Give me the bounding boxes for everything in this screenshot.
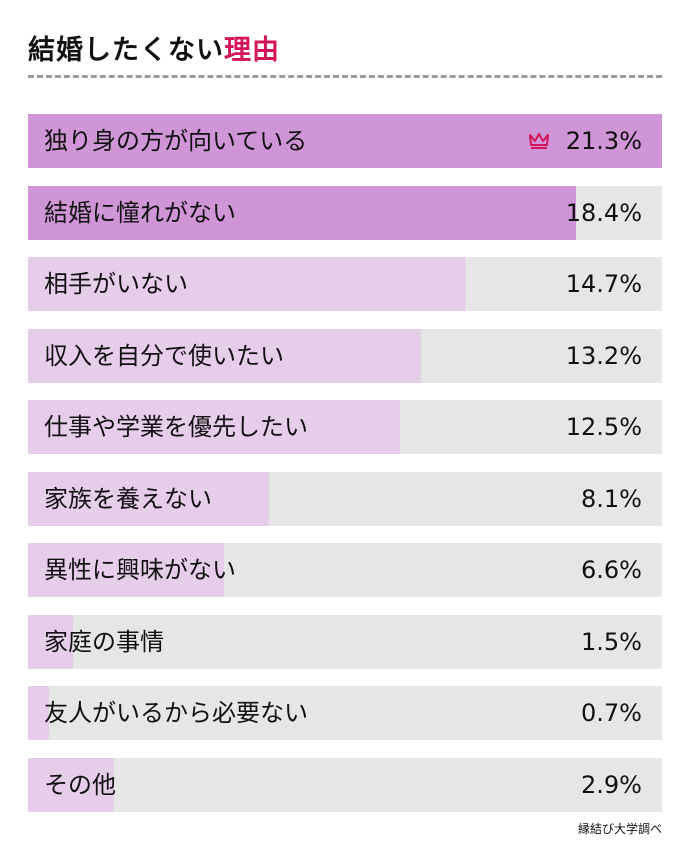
bar <box>28 186 576 240</box>
bar-row: 友人がいるから必要ない 0.7% <box>28 686 662 740</box>
bar-label: 家族を養えない <box>44 485 212 513</box>
bar-track <box>28 686 662 740</box>
bar-value: 14.7% <box>565 270 642 298</box>
bar <box>28 758 114 812</box>
crown-icon <box>529 133 549 149</box>
title-main: 結婚したくない <box>28 35 224 66</box>
bar-chart: 独り身の方が向いている 21.3% 結婚に憧れがない 18.4% 相手がいない 14.7%… <box>28 114 662 814</box>
bar-label: 家庭の事情 <box>44 628 164 656</box>
bar <box>28 114 662 168</box>
bar <box>28 543 224 597</box>
bar-value: 0.7% <box>581 699 642 727</box>
bar-label: 相手がいない <box>44 270 188 298</box>
source-note: 縁結び大学調べ <box>577 822 662 836</box>
bar <box>28 615 73 669</box>
bar-value: 1.5% <box>581 628 642 656</box>
bar-track <box>28 615 662 669</box>
chart-title: 結婚したくない理由 <box>28 28 280 67</box>
bar-label: 結婚に憧れがない <box>44 199 236 227</box>
bar-track <box>28 758 662 812</box>
bar-label: 収入を自分で使いたい <box>44 342 284 370</box>
bar-value: 21.3% <box>565 127 642 155</box>
bar-row: その他 2.9% <box>28 758 662 812</box>
bar-row: 家庭の事情 1.5% <box>28 615 662 669</box>
bar-row: 異性に興味がない 6.6% <box>28 543 662 597</box>
bar-row: 独り身の方が向いている 21.3% <box>28 114 662 168</box>
bar <box>28 686 49 740</box>
bar-value: 18.4% <box>565 199 642 227</box>
bar-label: その他 <box>44 771 116 799</box>
bar-value: 6.6% <box>581 556 642 584</box>
bar-row: 結婚に憧れがない 18.4% <box>28 186 662 240</box>
bar-label: 仕事や学業を優先したい <box>44 413 308 441</box>
title-accent: 理由 <box>224 35 280 66</box>
bar-label: 独り身の方が向いている <box>44 127 308 155</box>
bar <box>28 329 421 383</box>
dashed-divider <box>28 75 662 78</box>
bar-value: 2.9% <box>581 771 642 799</box>
bar <box>28 257 466 311</box>
bar-label: 異性に興味がない <box>44 556 236 584</box>
bar-row: 収入を自分で使いたい 13.2% <box>28 329 662 383</box>
bar <box>28 400 400 454</box>
bar-label: 友人がいるから必要ない <box>44 699 308 727</box>
bar-row: 家族を養えない 8.1% <box>28 472 662 526</box>
bar-value: 13.2% <box>565 342 642 370</box>
bar <box>28 472 269 526</box>
bar-value: 8.1% <box>581 485 642 513</box>
bar-row: 仕事や学業を優先したい 12.5% <box>28 400 662 454</box>
bar-row: 相手がいない 14.7% <box>28 257 662 311</box>
bar-value: 12.5% <box>565 413 642 441</box>
